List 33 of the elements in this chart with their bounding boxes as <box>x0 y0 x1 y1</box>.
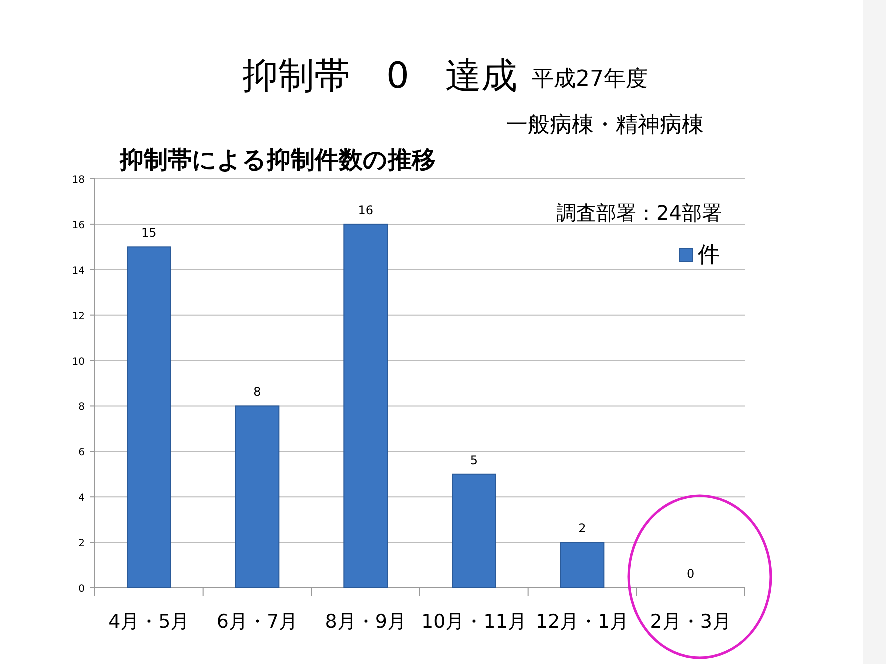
bar <box>452 474 496 588</box>
bar <box>127 246 172 588</box>
data-label: 0 <box>687 567 695 581</box>
text: 抑制帯による抑制件数の推移 <box>119 146 436 174</box>
legend-label: 件 <box>698 243 720 268</box>
y-tick-label: 16 <box>72 220 85 232</box>
x-tick-label: 12月・1月 <box>536 611 630 633</box>
y-tick-label: 4 <box>78 493 85 504</box>
data-label: 15 <box>142 226 157 240</box>
x-tick-label: 10月・11月 <box>421 611 527 633</box>
y-tick-label: 10 <box>72 356 85 368</box>
bar <box>344 224 388 588</box>
annotation: 調査部署：24部署 <box>556 201 722 225</box>
y-tick-label: 0 <box>78 584 85 595</box>
chart-subtitle: 平成27年度 <box>532 67 648 92</box>
y-tick-label: 8 <box>78 402 85 414</box>
y-tick-label: 12 <box>72 311 85 322</box>
x-tick-label: 8月・9月 <box>325 611 406 633</box>
data-label: 8 <box>254 385 262 400</box>
x-tick-label: 4月・5月 <box>108 611 190 633</box>
chart-title: 抑制帯 0 達成 <box>242 56 518 97</box>
y-tick-label: 6 <box>78 448 85 459</box>
text: 一般病棟・精神病棟 <box>506 113 704 138</box>
data-label: 2 <box>578 522 586 536</box>
bar <box>560 542 605 588</box>
data-label: 5 <box>470 453 478 468</box>
y-tick-label: 14 <box>72 266 85 277</box>
y-tick-label: 2 <box>78 538 85 550</box>
bar <box>235 406 280 588</box>
x-tick-label: 6月・7月 <box>216 611 298 633</box>
y-tick-label: 18 <box>72 175 85 186</box>
data-label: 16 <box>358 203 374 218</box>
x-tick-label: 2月・3月 <box>650 611 732 633</box>
